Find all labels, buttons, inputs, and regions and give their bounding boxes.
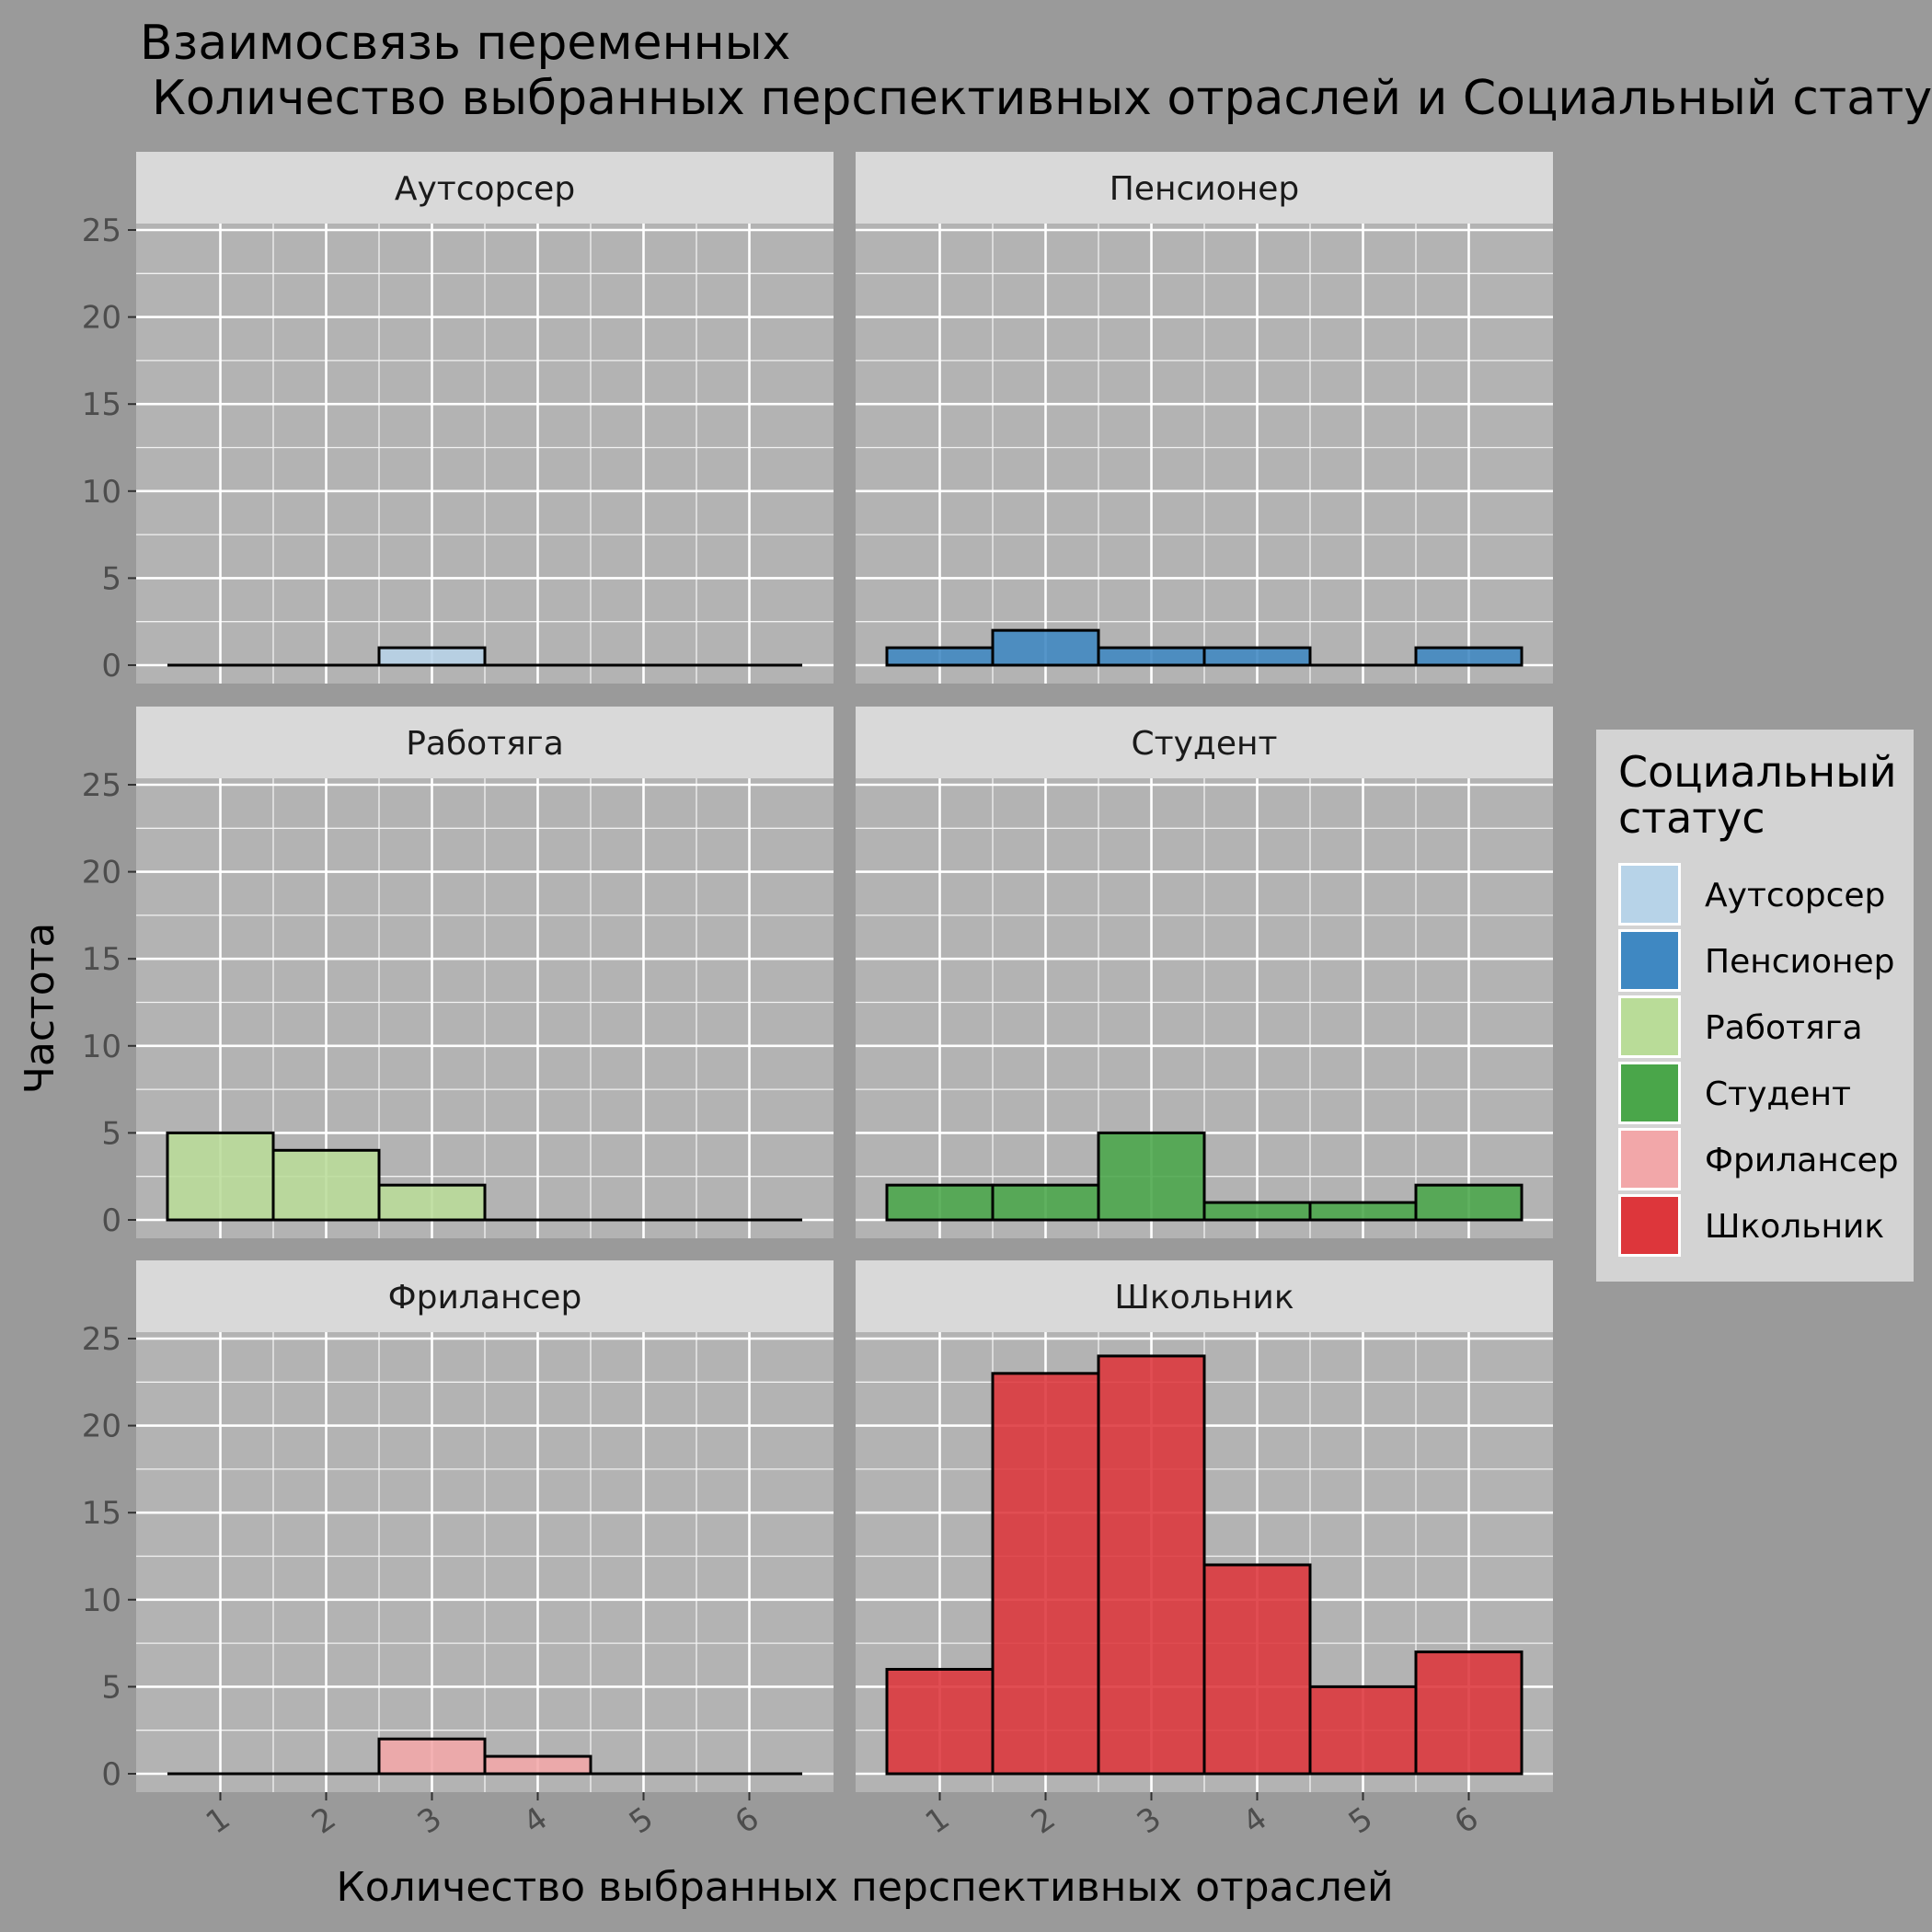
histogram-bar <box>377 1737 487 1776</box>
histogram-bar <box>1097 1354 1206 1776</box>
legend-swatch-студент <box>1621 1064 1678 1121</box>
y-tick-label: 15 <box>82 941 121 978</box>
y-tick-label: 20 <box>82 855 121 891</box>
x-tick-label: 4 <box>1236 1800 1274 1841</box>
facet-panels: Аутсорсер 0 5 10 15 20 25 Пенсионер Работяга 0 5 10… <box>82 152 1553 1793</box>
x-tick-label: 2 <box>305 1800 343 1841</box>
facet-strip-label: Пенсионер <box>1110 170 1300 208</box>
x-tick-label: 3 <box>411 1800 449 1841</box>
facet-panel-фрилансер: Фрилансер 0 5 10 15 20 25 <box>82 1260 834 1793</box>
histogram-bar <box>1414 646 1524 667</box>
legend-swatch-школьник <box>1621 1197 1678 1254</box>
legend-label: Работяга <box>1705 1009 1863 1047</box>
legend-title-line: статус <box>1618 793 1765 843</box>
histogram-bar <box>991 628 1100 667</box>
y-tick-label: 0 <box>101 1202 121 1239</box>
y-tick-label: 0 <box>101 648 121 684</box>
x-tick-label: 1 <box>919 1800 957 1841</box>
histogram-bar <box>885 1183 995 1222</box>
facet-strip-label: Студент <box>1132 725 1278 763</box>
facet-panel-пенсионер: Пенсионер <box>856 152 1553 684</box>
y-tick-label: 0 <box>101 1756 121 1793</box>
legend-label: Пенсионер <box>1705 943 1895 981</box>
histogram-bar <box>885 1667 995 1776</box>
chart-subtitle: Количество выбранных перспективных отрас… <box>152 71 1932 126</box>
legend-swatch-пенсионер <box>1621 932 1678 989</box>
facet-panel-школьник: Школьник <box>856 1260 1553 1792</box>
y-tick-label: 5 <box>101 560 121 597</box>
legend-label: Студент <box>1705 1075 1851 1113</box>
facet-panel-работяга: Работяга 0 5 10 15 20 25 <box>82 707 834 1239</box>
y-axis-title: Частота <box>17 923 63 1094</box>
facet-strip <box>136 152 834 224</box>
facet-strip <box>856 1260 1553 1332</box>
x-axis-ticks: 1 2 3 4 5 6 1 2 3 4 5 6 <box>200 1792 1486 1842</box>
x-tick-label: 5 <box>623 1800 661 1841</box>
x-tick-label: 6 <box>1448 1800 1486 1841</box>
y-tick-label: 15 <box>82 386 121 423</box>
histogram-bar <box>885 646 995 667</box>
y-tick-label: 10 <box>82 1582 121 1619</box>
y-tick-label: 20 <box>82 300 121 337</box>
x-tick-label: 5 <box>1342 1800 1380 1841</box>
histogram-bar <box>271 1148 381 1222</box>
x-tick-label: 2 <box>1025 1800 1063 1841</box>
histogram-bar <box>483 1754 592 1776</box>
legend-swatch-работяга <box>1621 998 1678 1055</box>
facet-panel-аутсорсер: Аутсорсер 0 5 10 15 20 25 <box>82 152 834 684</box>
histogram-bar <box>377 1183 487 1222</box>
facet-strip <box>856 707 1553 778</box>
histogram-bar <box>991 1183 1100 1222</box>
histogram-bar <box>1097 646 1206 667</box>
y-tick-label: 10 <box>82 474 121 511</box>
histogram-bar <box>1308 1685 1418 1776</box>
histogram-bar <box>377 646 487 667</box>
facet-panel-студент: Студент <box>856 707 1553 1238</box>
histogram-bar <box>1308 1201 1418 1222</box>
legend-swatch-фрилансер <box>1621 1131 1678 1188</box>
facet-strip-label: Фрилансер <box>388 1279 582 1317</box>
y-tick-label: 25 <box>82 1321 121 1358</box>
histogram-bar <box>1414 1183 1524 1222</box>
x-tick-label: 6 <box>729 1800 766 1841</box>
x-tick-label: 3 <box>1131 1800 1168 1841</box>
histogram-bar <box>1414 1650 1524 1776</box>
y-tick-label: 25 <box>82 767 121 804</box>
histogram-bar <box>166 1131 275 1222</box>
y-tick-label: 15 <box>82 1495 121 1532</box>
y-tick-label: 20 <box>82 1409 121 1445</box>
chart-title: Взаимосвязь переменных <box>140 16 790 71</box>
legend-label: Фрилансер <box>1705 1142 1899 1179</box>
x-tick-label: 1 <box>200 1800 237 1841</box>
histogram-bar <box>991 1372 1100 1776</box>
x-tick-label: 4 <box>517 1800 555 1841</box>
legend-swatch-аутсорсер <box>1621 866 1678 923</box>
y-tick-label: 10 <box>82 1029 121 1065</box>
y-tick-label: 25 <box>82 213 121 249</box>
facet-strip <box>856 152 1553 224</box>
legend-title-line: Социальный <box>1618 747 1896 797</box>
facet-strip-label: Школьник <box>1114 1279 1294 1317</box>
legend-label: Аутсорсер <box>1705 877 1885 914</box>
facet-strip-label: Работяга <box>406 725 564 763</box>
histogram-bar <box>1202 1201 1312 1222</box>
y-tick-label: 5 <box>101 1669 121 1706</box>
histogram-bar <box>1202 646 1312 667</box>
histogram-bar <box>1202 1563 1312 1776</box>
y-tick-label: 5 <box>101 1115 121 1152</box>
facet-strip-label: Аутсорсер <box>395 170 575 208</box>
facet-strip <box>136 707 834 778</box>
legend-label: Школьник <box>1705 1208 1884 1246</box>
facet-strip <box>136 1260 834 1332</box>
x-axis-title: Количество выбранных перспективных отрас… <box>336 1864 1393 1911</box>
histogram-bar <box>1097 1131 1206 1222</box>
